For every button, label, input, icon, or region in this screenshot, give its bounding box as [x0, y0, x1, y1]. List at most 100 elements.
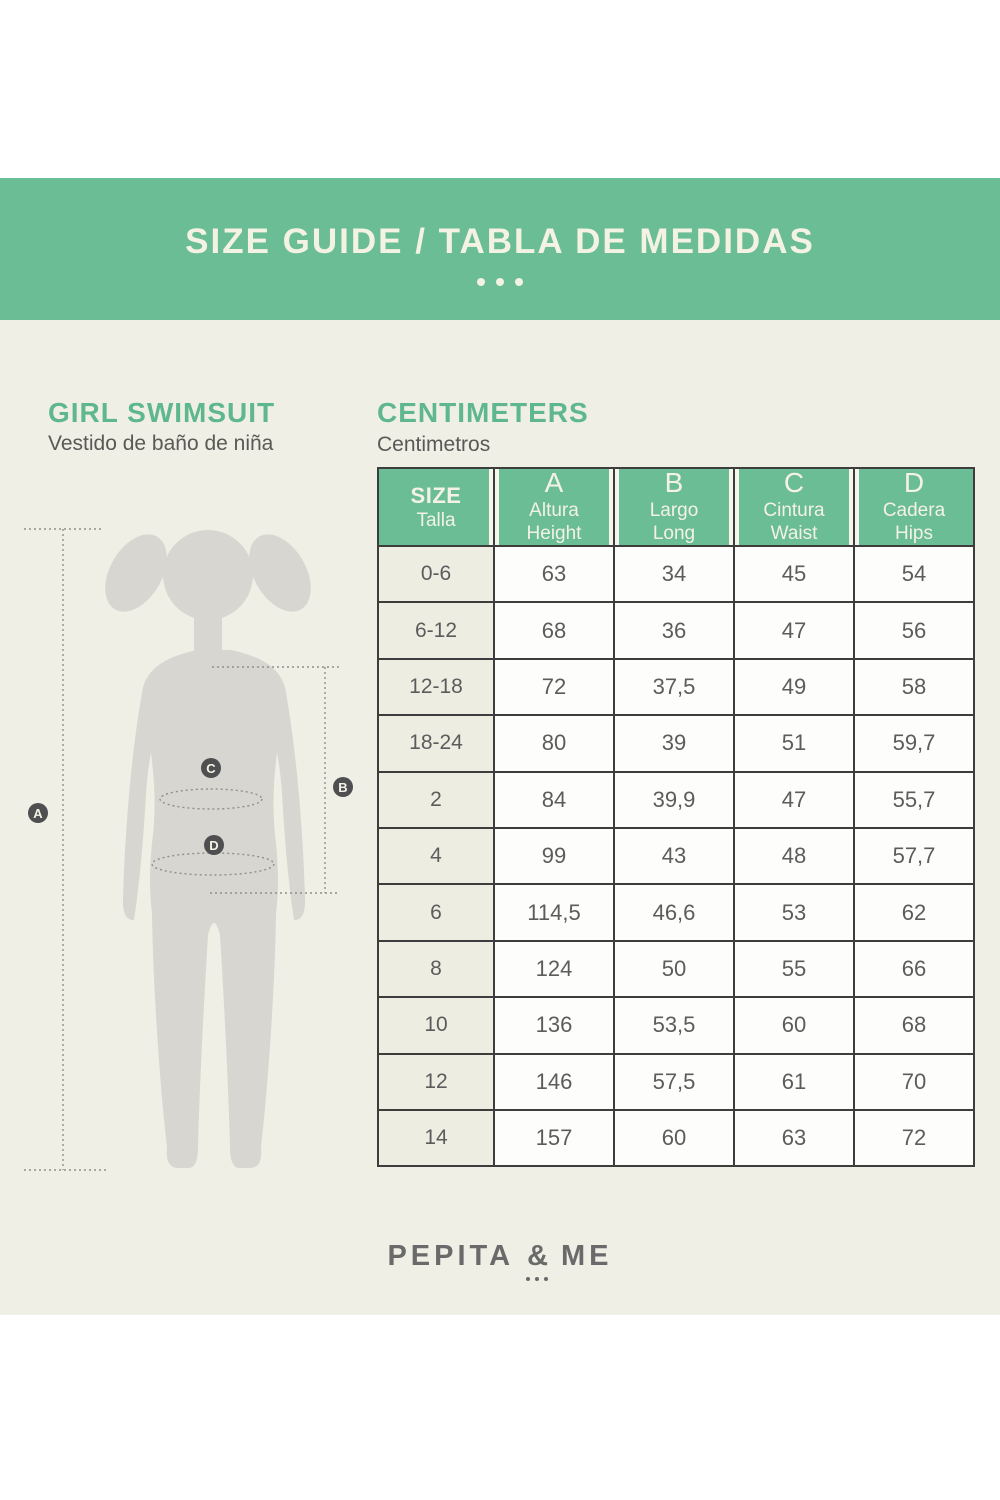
column-letter-d: D — [903, 467, 925, 498]
table-row: 6 114,5 46,6 53 62 — [377, 883, 975, 942]
table-row: 12 146 57,5 61 70 — [377, 1052, 975, 1111]
value-cell: 146 — [493, 1052, 615, 1111]
column-label-cintura: Cintura — [763, 500, 825, 521]
size-header-title: SIZE — [410, 482, 462, 508]
value-cell: 39 — [613, 714, 735, 773]
size-header-subtitle: Talla — [416, 509, 456, 531]
size-cell: 8 — [377, 939, 495, 999]
brand-logo: PEPITA & ME — [0, 1240, 1000, 1281]
value-cell: 136 — [493, 996, 615, 1055]
size-cell: 6 — [377, 883, 495, 942]
table-row: 12-18 72 37,5 49 58 — [377, 657, 975, 717]
table-row: 2 84 39,9 47 55,7 — [377, 770, 975, 829]
table-row: 4 99 43 48 57,7 — [377, 826, 975, 886]
size-cell: 10 — [377, 996, 495, 1055]
value-cell: 99 — [493, 826, 615, 886]
value-cell: 55,7 — [853, 770, 975, 829]
brand-logo-dots — [525, 1277, 548, 1281]
value-cell: 56 — [853, 601, 975, 660]
value-cell: 43 — [613, 826, 735, 886]
badge-a-label: A — [33, 806, 43, 821]
column-label-cadera: Cadera — [882, 500, 946, 521]
badge-b-circle — [333, 777, 353, 797]
neck — [194, 599, 222, 657]
size-table-container: SIZE Talla A Altura Height B Largo Long — [377, 467, 975, 1168]
value-cell: 58 — [853, 657, 975, 717]
value-cell: 37,5 — [613, 657, 735, 717]
size-cell: 6-12 — [377, 601, 495, 660]
height-column-header: A Altura Height — [493, 467, 615, 547]
banner: SIZE GUIDE / TABLA DE MEDIDAS — [0, 178, 1000, 320]
value-cell: 157 — [493, 1108, 615, 1168]
value-cell: 53 — [733, 883, 855, 942]
size-cell: 18-24 — [377, 714, 495, 773]
measurement-lines — [24, 528, 342, 1171]
column-letter-c: C — [783, 467, 805, 498]
badge-b-label: B — [338, 780, 347, 795]
value-cell: 62 — [853, 883, 975, 942]
size-cell: 2 — [377, 770, 495, 829]
value-cell: 47 — [733, 601, 855, 660]
badge-a-circle — [28, 803, 48, 823]
size-cell: 12 — [377, 1052, 495, 1111]
size-cell: 4 — [377, 826, 495, 886]
badge-d-circle — [204, 835, 224, 855]
value-cell: 60 — [733, 996, 855, 1055]
table-row: 8 124 50 55 66 — [377, 939, 975, 999]
measurement-figure: A B C D — [24, 528, 353, 1171]
pigtail-left — [105, 534, 167, 612]
value-cell: 63 — [493, 544, 615, 604]
brand-logo-ampersand: & — [525, 1240, 548, 1281]
size-cell: 14 — [377, 1108, 495, 1168]
brand-logo-text-right: ME — [561, 1240, 613, 1272]
value-cell: 57,5 — [613, 1052, 735, 1111]
column-letter-a: A — [544, 467, 564, 498]
value-cell: 57,7 — [853, 826, 975, 886]
size-cell: 12-18 — [377, 657, 495, 717]
value-cell: 63 — [733, 1108, 855, 1168]
brand-logo-text-left: PEPITA — [387, 1240, 515, 1272]
girl-silhouette — [105, 530, 311, 1168]
badge-d-label: D — [209, 838, 218, 853]
units-subtitle: Centimetros — [377, 433, 491, 456]
value-cell: 45 — [733, 544, 855, 604]
value-cell: 34 — [613, 544, 735, 604]
table-row: 10 136 53,5 60 68 — [377, 996, 975, 1055]
head — [163, 530, 253, 620]
body — [122, 650, 306, 1168]
value-cell: 50 — [613, 939, 735, 999]
value-cell: 124 — [493, 939, 615, 999]
value-cell: 72 — [853, 1108, 975, 1168]
column-label-altura: Altura — [529, 500, 579, 521]
value-cell: 72 — [493, 657, 615, 717]
table-row: 0-6 63 34 45 54 — [377, 544, 975, 604]
value-cell: 66 — [853, 939, 975, 999]
table-row: 6-12 68 36 47 56 — [377, 601, 975, 660]
size-cell: 0-6 — [377, 544, 495, 604]
value-cell: 49 — [733, 657, 855, 717]
product-subtitle: Vestido de baño de niña — [48, 432, 274, 455]
value-cell: 70 — [853, 1052, 975, 1111]
banner-dots-decoration — [0, 278, 1000, 286]
value-cell: 53,5 — [613, 996, 735, 1055]
product-title: GIRL SWIMSUIT — [48, 397, 276, 428]
banner-title: SIZE GUIDE / TABLA DE MEDIDAS — [185, 222, 815, 261]
units-title: CENTIMETERS — [377, 397, 589, 428]
size-table: SIZE Talla A Altura Height B Largo Long — [377, 467, 975, 1168]
badge-c-label: C — [206, 761, 216, 776]
value-cell: 60 — [613, 1108, 735, 1168]
value-cell: 54 — [853, 544, 975, 604]
waist-column-header: C Cintura Waist — [733, 467, 855, 547]
badge-c-circle — [201, 758, 221, 778]
value-cell: 68 — [493, 601, 615, 660]
value-cell: 61 — [733, 1052, 855, 1111]
value-cell: 36 — [613, 601, 735, 660]
column-label-height: Height — [526, 523, 582, 544]
column-label-long: Long — [652, 523, 696, 544]
value-cell: 48 — [733, 826, 855, 886]
column-label-waist: Waist — [770, 523, 818, 544]
value-cell: 80 — [493, 714, 615, 773]
table-row: 14 157 60 63 72 — [377, 1108, 975, 1168]
length-column-header: B Largo Long — [613, 467, 735, 547]
